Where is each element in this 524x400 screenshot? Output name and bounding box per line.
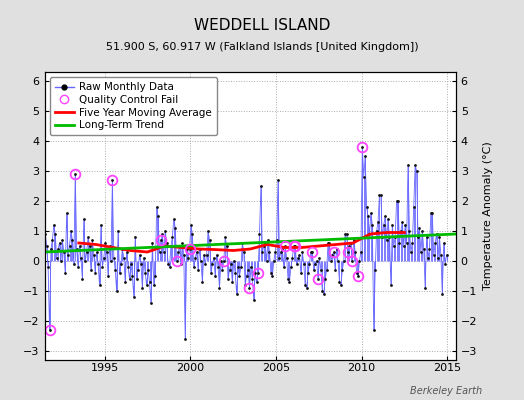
- Y-axis label: Temperature Anomaly (°C): Temperature Anomaly (°C): [483, 142, 493, 290]
- Text: Berkeley Earth: Berkeley Earth: [410, 386, 482, 396]
- Text: WEDDELL ISLAND: WEDDELL ISLAND: [194, 18, 330, 33]
- Legend: Raw Monthly Data, Quality Control Fail, Five Year Moving Average, Long-Term Tren: Raw Monthly Data, Quality Control Fail, …: [50, 77, 217, 136]
- Text: 51.900 S, 60.917 W (Falkland Islands [United Kingdom]): 51.900 S, 60.917 W (Falkland Islands [Un…: [106, 42, 418, 52]
